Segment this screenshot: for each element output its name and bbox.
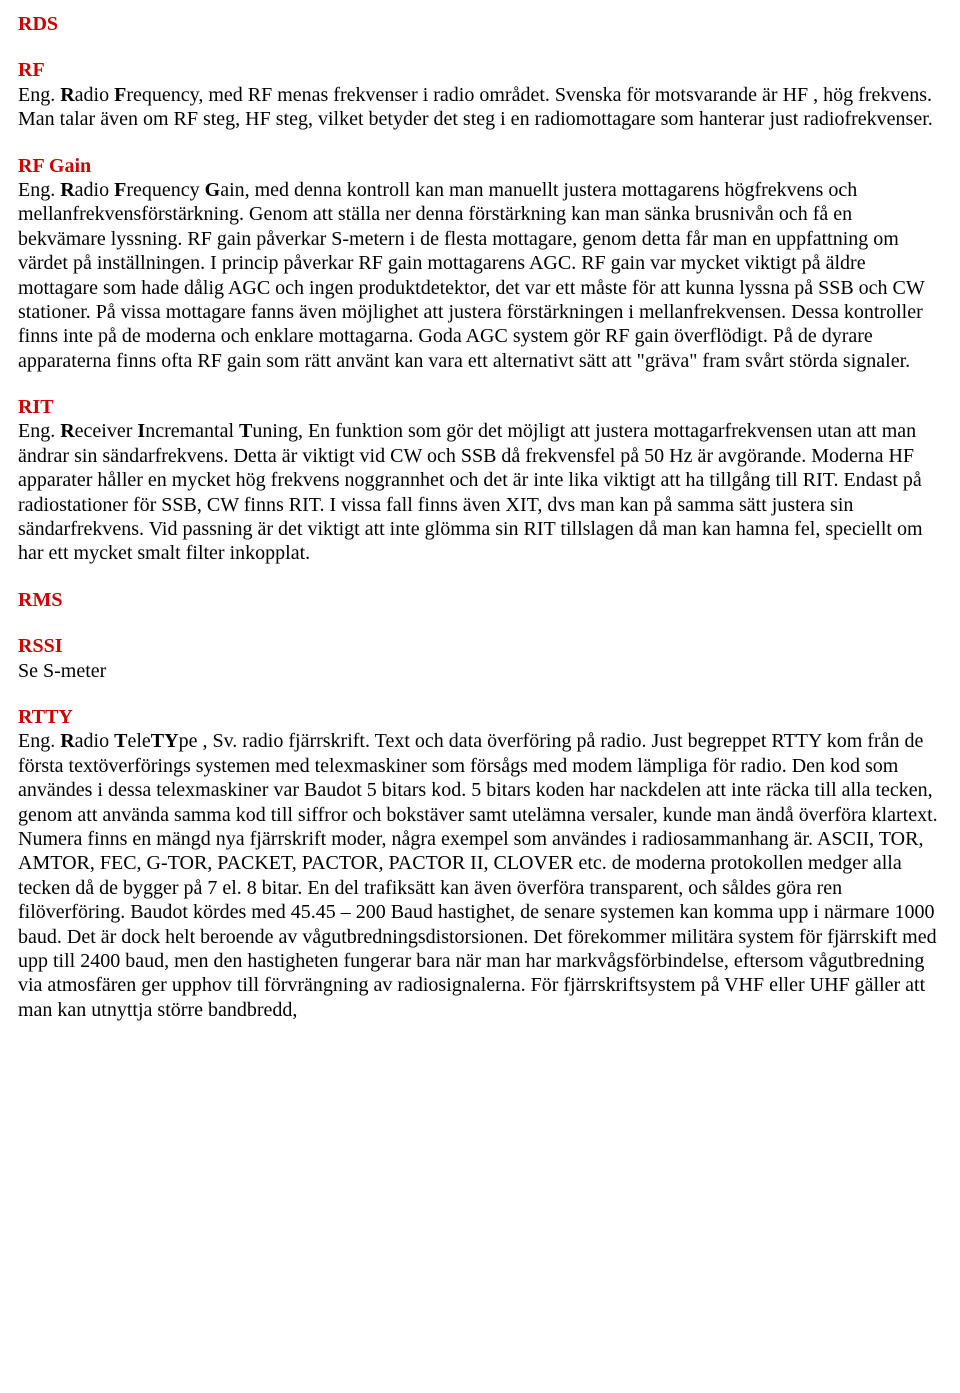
body-text: Se S-meter (18, 660, 106, 682)
body-text: adio (75, 84, 114, 106)
highlight-text: R (60, 730, 74, 752)
body-text: ain, med denna kontroll kan man manuellt… (18, 179, 924, 372)
term-heading: RTTY (18, 705, 942, 729)
body-text: Eng. (18, 730, 60, 752)
body-text: ncremantal (145, 420, 239, 442)
highlight-text: F (114, 179, 126, 201)
highlight-text: F (114, 84, 126, 106)
term-heading: RIT (18, 395, 942, 419)
term-heading: RSSI (18, 634, 942, 658)
term-definition: Eng. Radio TeleTYpe , Sv. radio fjärrskr… (18, 729, 942, 1022)
term-heading: RF Gain (18, 154, 942, 178)
body-text: Eng. (18, 84, 60, 106)
body-text: eceiver (75, 420, 138, 442)
term-definition: Eng. Radio Frequency, med RF menas frekv… (18, 83, 942, 132)
body-text: Eng. (18, 420, 60, 442)
body-text: requency, med RF menas frekvenser i radi… (18, 84, 933, 130)
highlight-text: TY (151, 730, 179, 752)
body-text: ele (127, 730, 150, 752)
term-definition: Eng. Receiver Incremantal Tuning, En fun… (18, 419, 942, 565)
body-text: requency (126, 179, 204, 201)
highlight-text: T (114, 730, 127, 752)
term-definition: Se S-meter (18, 659, 942, 683)
term-heading: RMS (18, 588, 942, 612)
body-text: adio (75, 730, 114, 752)
highlight-text: G (205, 179, 221, 201)
glossary-page: RDSRFEng. Radio Frequency, med RF menas … (18, 12, 942, 1022)
highlight-text: R (60, 179, 74, 201)
body-text: pe , Sv. radio fjärrskrift. Text och dat… (18, 730, 938, 1020)
highlight-text: T (239, 420, 252, 442)
body-text: Eng. (18, 179, 60, 201)
highlight-text: R (60, 84, 74, 106)
term-heading: RF (18, 58, 942, 82)
term-definition: Eng. Radio Frequency Gain, med denna kon… (18, 178, 942, 373)
term-heading: RDS (18, 12, 942, 36)
highlight-text: R (60, 420, 74, 442)
body-text: adio (75, 179, 114, 201)
